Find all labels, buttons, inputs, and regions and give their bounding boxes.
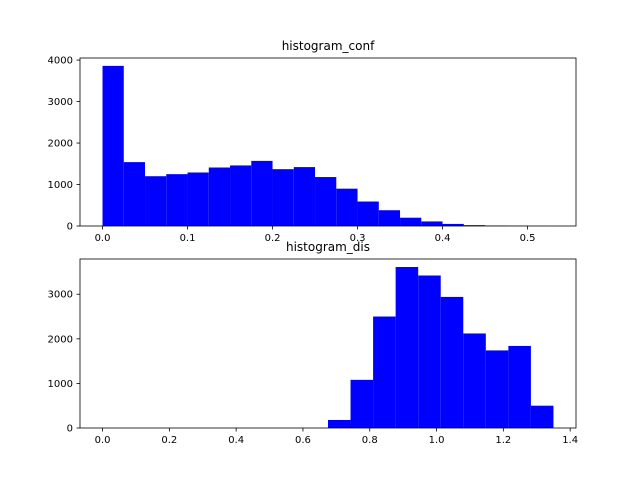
histogram-bar xyxy=(508,345,531,428)
histogram-bar xyxy=(418,275,441,428)
histogram-bar xyxy=(272,169,294,226)
x-tick-label: 1.2 xyxy=(495,435,511,446)
y-tick-label: 1000 xyxy=(48,379,73,390)
x-tick-label: 0.6 xyxy=(295,435,311,446)
histogram-bar xyxy=(485,350,509,428)
x-tick-label: 1.0 xyxy=(429,435,445,446)
histogram-bar xyxy=(145,176,167,226)
histogram-bar xyxy=(421,221,443,226)
axes-frame xyxy=(79,258,577,429)
histogram-bar xyxy=(251,160,273,226)
x-tick-label: 0.0 xyxy=(95,435,111,446)
bars xyxy=(102,65,549,226)
histogram-bar xyxy=(166,174,188,226)
x-tick-label: 0.5 xyxy=(520,233,536,244)
histogram-bar xyxy=(395,267,419,428)
histogram-bar xyxy=(440,296,464,428)
y-tick-label: 3000 xyxy=(48,97,73,108)
y-tick-label: 0 xyxy=(67,424,73,435)
y-tick-label: 4000 xyxy=(48,56,73,67)
histogram-bar xyxy=(378,210,401,226)
x-tick-label: 0.2 xyxy=(161,435,177,446)
histogram-bar xyxy=(350,379,374,428)
axes-frame xyxy=(79,57,577,227)
y-tick-label: 3000 xyxy=(48,290,73,301)
histogram-bar xyxy=(208,167,231,226)
chart-histogram-dis: 0.0 0.2 0.4 0.6 0.8 1.0 1.2 1.4 0 1000 2000 3000 xyxy=(48,258,578,446)
histogram-bar xyxy=(123,162,146,226)
histogram-bar xyxy=(463,333,486,428)
chart-title: histogram_conf xyxy=(282,39,375,53)
histogram-bar xyxy=(187,172,209,226)
histogram-bar xyxy=(373,316,396,428)
x-tick-label: 0.4 xyxy=(435,233,451,244)
histogram-bar xyxy=(293,167,316,226)
x-tick-label: 0.0 xyxy=(95,233,111,244)
histogram-bar xyxy=(400,217,422,226)
x-tick-label: 0.3 xyxy=(350,233,366,244)
x-tick-label: 0.4 xyxy=(228,435,244,446)
histogram-bar xyxy=(328,419,351,428)
histogram-bar xyxy=(336,188,358,226)
bars xyxy=(328,267,554,428)
histogram-bar xyxy=(102,65,124,226)
x-tick-label: 0.2 xyxy=(265,233,281,244)
histogram-bar xyxy=(230,165,252,226)
x-tick-label: 0.8 xyxy=(362,435,378,446)
y-tick-label: 1000 xyxy=(48,180,73,191)
histogram-bar xyxy=(530,405,554,428)
x-tick-label: 0.1 xyxy=(180,233,196,244)
histogram-bar xyxy=(442,223,464,226)
histogram-bar xyxy=(463,225,486,226)
histogram-bar xyxy=(315,177,337,226)
histogram-bar xyxy=(357,201,379,226)
x-tick-label: 1.4 xyxy=(562,435,578,446)
y-tick-label: 2000 xyxy=(48,139,73,150)
chart-histogram-conf: histogram_conf 0.0 0.1 0.2 0.3 0.4 0.5 0 1000 20… xyxy=(48,39,577,244)
y-tick-label: 2000 xyxy=(48,334,73,345)
chart-title: histogram_dis xyxy=(286,240,370,254)
y-tick-label: 0 xyxy=(67,222,73,233)
